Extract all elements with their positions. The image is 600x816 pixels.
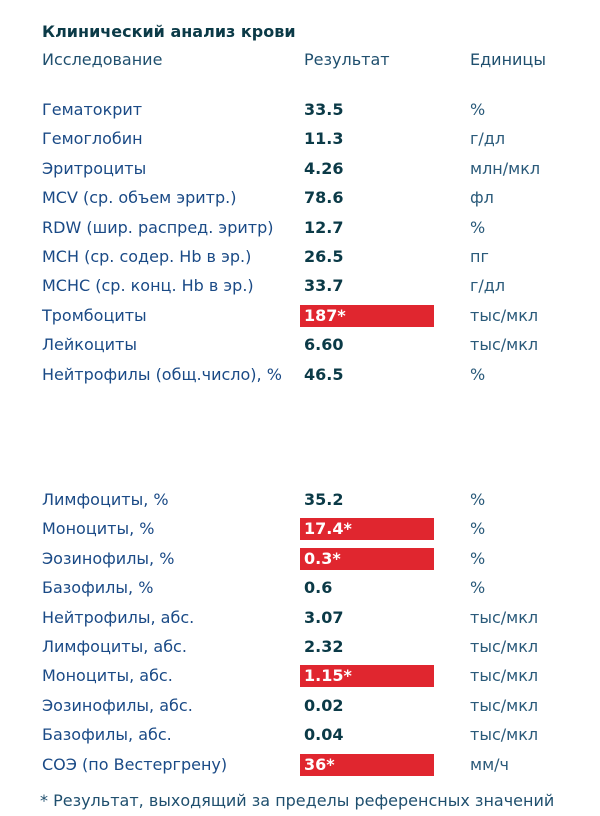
test-unit: млн/мкл (470, 158, 541, 178)
test-name: Нейтрофилы (общ.число), % (42, 364, 282, 384)
test-name: Эритроциты (42, 158, 147, 178)
result-row: Гематокрит 33.5% (0, 100, 600, 129)
result-row: Нейтрофилы, абс. 3.07 тыс/мкл (0, 608, 600, 637)
test-unit: тыс/мкл (470, 695, 539, 715)
test-unit: % (470, 100, 486, 119)
footnote: * Результат, выходящий за пределы рефере… (40, 791, 555, 810)
result-row: RDW (шир. распред. эритр) 12.7% (0, 218, 600, 247)
test-unit: % (470, 548, 486, 568)
test-result: 1.15* (300, 665, 434, 688)
test-result: 0.3* (300, 547, 434, 570)
result-row: Эозинофилы, абс. 0.02 тыс/мкл (0, 696, 600, 725)
test-result: 36* (300, 753, 434, 776)
test-result: 26.5 (304, 246, 344, 266)
test-name: Лейкоциты (42, 335, 137, 355)
test-unit: % (470, 217, 486, 237)
result-group: Гематокрит 33.5% Гемоглобин 11.3 г/дл Эритроц… (0, 100, 600, 394)
test-unit: фл (470, 188, 494, 208)
result-row: Эритроциты 4.26 млн/мкл (0, 159, 600, 188)
test-unit: тыс/мкл (470, 725, 539, 745)
result-row: Лимфоциты, % 35.2% (0, 490, 600, 519)
test-unit: г/дл (470, 276, 506, 296)
test-unit: г/дл (470, 129, 506, 149)
test-result: 0.04 (304, 725, 344, 745)
test-name: Эозинофилы, абс. (42, 695, 193, 715)
test-result: 0.6 (304, 578, 333, 598)
test-name: Эозинофилы, % (42, 548, 175, 568)
header-name: Исследование (42, 50, 163, 69)
result-row: Лейкоциты 6.60 тыс/мкл (0, 335, 600, 364)
test-name: Базофилы, % (42, 578, 154, 598)
header-result: Результат (304, 50, 390, 69)
test-name: MCHC (ср. конц. Hb в эр.) (42, 276, 254, 296)
test-name: RDW (шир. распред. эритр) (42, 217, 274, 237)
test-result: 11.3 (304, 129, 344, 149)
test-name: Гематокрит (42, 100, 143, 119)
header-unit: Единицы (470, 50, 546, 69)
result-row: Нейтрофилы (общ.число), % 46.5% (0, 365, 600, 394)
test-name: СОЭ (по Вестергрену) (42, 754, 228, 774)
test-unit: тыс/мкл (470, 666, 539, 686)
test-name: Лимфоциты, абс. (42, 636, 187, 656)
test-result: 4.26 (304, 158, 344, 178)
result-row: MCHC (ср. конц. Hb в эр.) 33.7 г/дл (0, 276, 600, 305)
result-row: Лимфоциты, абс. 2.32 тыс/мкл (0, 637, 600, 666)
result-row: СОЭ (по Вестергрену) 36* мм/ч (0, 753, 600, 784)
result-row: Тромбоциты 187* тыс/мкл (0, 304, 600, 335)
test-unit: тыс/мкл (470, 305, 539, 325)
report-title: Клинический анализ крови (42, 22, 296, 41)
test-name: MCH (ср. содер. Hb в эр.) (42, 246, 252, 266)
result-row: Базофилы, абс. 0.04 тыс/мкл (0, 725, 600, 754)
test-result: 33.5 (304, 100, 344, 119)
test-unit: % (470, 519, 486, 539)
test-unit: тыс/мкл (470, 636, 539, 656)
test-name: Моноциты, % (42, 519, 155, 539)
test-name: MCV (ср. объем эритр.) (42, 188, 237, 208)
result-group: Лимфоциты, % 35.2% Моноциты, % 17.4*% Эозино… (0, 490, 600, 784)
result-row: Моноциты, абс. 1.15* тыс/мкл (0, 665, 600, 695)
test-unit: мм/ч (470, 754, 509, 774)
test-result: 17.4* (300, 518, 434, 541)
test-result: 46.5 (304, 364, 344, 384)
test-name: Моноциты, абс. (42, 666, 173, 686)
test-unit: пг (470, 246, 489, 266)
result-row: MCH (ср. содер. Hb в эр.) 26.5 пг (0, 247, 600, 276)
result-row: Моноциты, % 17.4*% (0, 518, 600, 548)
test-name: Базофилы, абс. (42, 725, 172, 745)
test-result: 187* (300, 304, 434, 327)
test-unit: тыс/мкл (470, 607, 539, 627)
test-result: 3.07 (304, 607, 344, 627)
test-unit: % (470, 578, 486, 598)
result-row: MCV (ср. объем эритр.) 78.6 фл (0, 188, 600, 217)
test-result: 2.32 (304, 636, 344, 656)
test-name: Гемоглобин (42, 129, 143, 149)
test-unit: % (470, 490, 486, 509)
test-result: 78.6 (304, 188, 344, 208)
test-name: Тромбоциты (42, 305, 147, 325)
test-name: Нейтрофилы, абс. (42, 607, 195, 627)
result-row: Базофилы, % 0.6% (0, 578, 600, 607)
test-result: 35.2 (304, 490, 344, 509)
result-row: Эозинофилы, % 0.3*% (0, 547, 600, 578)
test-name: Лимфоциты, % (42, 490, 169, 509)
test-unit: % (470, 364, 486, 384)
test-result: 6.60 (304, 335, 344, 355)
test-result: 0.02 (304, 695, 344, 715)
test-unit: тыс/мкл (470, 335, 539, 355)
test-result: 33.7 (304, 276, 344, 296)
test-result: 12.7 (304, 217, 344, 237)
result-row: Гемоглобин 11.3 г/дл (0, 129, 600, 158)
